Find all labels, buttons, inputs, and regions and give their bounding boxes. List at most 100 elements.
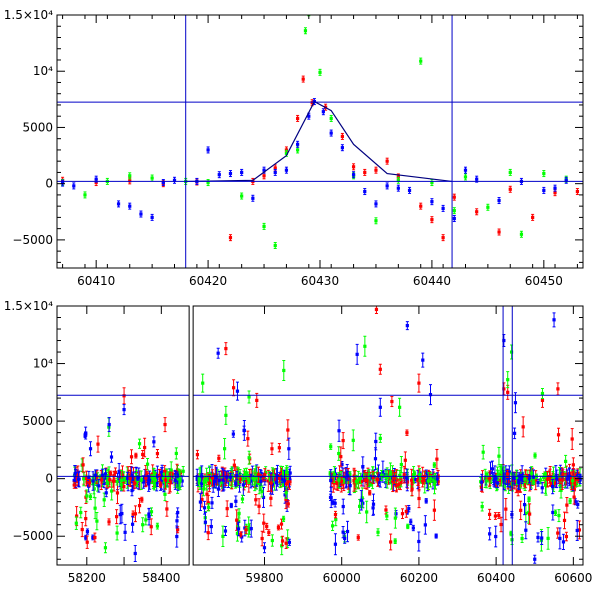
point-marker <box>287 447 291 451</box>
point-marker <box>561 540 566 544</box>
point-marker <box>116 202 121 206</box>
point-marker <box>400 512 405 516</box>
point-marker <box>115 480 119 484</box>
point-marker <box>253 478 257 482</box>
point-marker <box>553 191 557 195</box>
data-point <box>512 427 517 440</box>
point-marker <box>388 474 392 478</box>
point-marker <box>209 524 213 529</box>
data-point <box>115 525 119 541</box>
point-marker <box>225 507 229 511</box>
data-point <box>260 485 264 498</box>
point-marker <box>404 509 408 514</box>
data-point <box>202 500 207 515</box>
data-point <box>253 468 257 492</box>
point-marker <box>158 476 162 480</box>
point-marker <box>170 472 174 476</box>
point-marker <box>249 527 253 531</box>
point-marker <box>210 501 214 505</box>
point-marker <box>358 476 363 481</box>
point-marker <box>157 473 161 477</box>
point-marker <box>281 517 286 521</box>
data-point <box>270 534 274 547</box>
point-marker <box>337 429 341 433</box>
data-point <box>247 477 251 484</box>
point-marker <box>224 477 228 481</box>
point-marker <box>534 478 538 482</box>
point-marker <box>106 480 110 484</box>
point-marker <box>134 454 138 458</box>
point-marker <box>345 529 350 534</box>
point-marker <box>553 511 558 515</box>
data-point <box>494 525 498 548</box>
data-point <box>155 522 160 530</box>
point-marker <box>361 501 365 505</box>
point-marker <box>241 483 245 487</box>
data-point <box>139 210 143 218</box>
point-marker <box>346 477 350 481</box>
point-marker <box>512 431 517 435</box>
point-marker <box>87 481 92 485</box>
point-marker <box>240 170 244 175</box>
point-marker <box>83 433 87 438</box>
point-marker <box>508 187 512 191</box>
point-marker <box>236 527 241 531</box>
data-point <box>157 468 161 482</box>
point-marker <box>209 478 214 482</box>
point-marker <box>125 476 130 480</box>
data-point <box>402 465 406 484</box>
data-point <box>130 515 135 533</box>
data-point <box>337 472 341 488</box>
point-marker <box>228 236 233 240</box>
point-marker <box>273 166 277 170</box>
data-point <box>217 454 221 462</box>
point-marker <box>223 447 227 451</box>
point-marker <box>160 471 164 475</box>
point-marker <box>340 146 344 150</box>
data-point <box>223 438 227 460</box>
point-marker <box>492 479 496 483</box>
point-marker <box>549 478 553 482</box>
point-marker <box>551 510 555 515</box>
data-point <box>228 170 233 178</box>
data-point <box>527 496 531 502</box>
data-point <box>381 460 385 483</box>
point-marker <box>137 504 142 508</box>
point-marker <box>522 503 527 507</box>
point-marker <box>329 116 333 121</box>
point-marker <box>247 456 251 460</box>
point-marker <box>221 534 225 538</box>
point-marker <box>206 475 210 480</box>
data-point <box>409 518 413 526</box>
point-marker <box>120 473 125 478</box>
point-marker <box>405 476 409 480</box>
data-point <box>108 470 113 477</box>
data-point <box>172 176 177 184</box>
data-point <box>508 168 512 176</box>
point-marker <box>377 480 381 484</box>
point-marker <box>163 469 167 473</box>
data-point <box>452 193 456 201</box>
data-point <box>337 446 341 461</box>
data-point <box>85 528 90 535</box>
point-marker <box>284 541 288 545</box>
point-marker <box>318 70 322 74</box>
data-point <box>558 527 562 550</box>
data-point <box>206 146 210 154</box>
series <box>60 98 568 223</box>
data-point <box>128 202 132 210</box>
point-marker <box>282 479 287 483</box>
data-point <box>423 515 427 535</box>
point-marker <box>158 483 163 487</box>
point-marker <box>266 479 270 483</box>
point-marker <box>277 476 282 480</box>
data-point <box>389 533 393 551</box>
point-marker <box>543 472 547 476</box>
data-point <box>221 525 225 548</box>
data-point <box>123 523 127 541</box>
point-marker <box>507 470 511 474</box>
point-marker <box>229 503 233 508</box>
point-marker <box>107 520 111 524</box>
point-marker <box>112 479 116 483</box>
